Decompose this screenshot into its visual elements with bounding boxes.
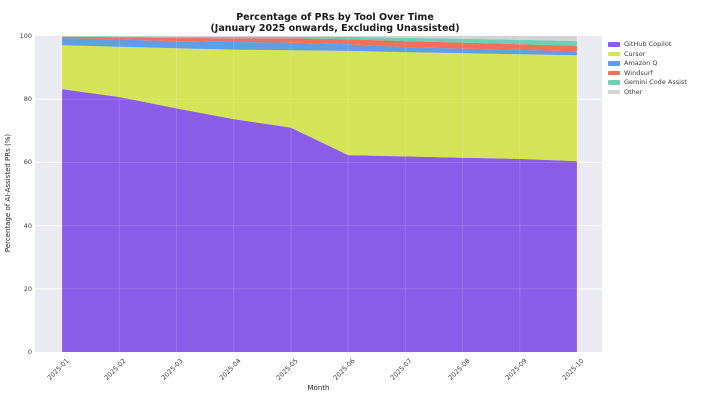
y-axis-label: Percentage of AI-Assisted PRs (%) xyxy=(4,133,12,253)
x-tick-label: 2025-01 xyxy=(45,357,71,382)
y-tick-label: 0 xyxy=(27,348,32,356)
x-tick-label: 2025-05 xyxy=(274,357,300,382)
legend-swatch-icon xyxy=(608,61,620,66)
area-series-0 xyxy=(62,89,577,352)
area-series-1 xyxy=(62,45,577,162)
legend-item: Other xyxy=(608,87,687,96)
x-tick-label: 2025-02 xyxy=(103,357,128,382)
plot-area xyxy=(35,36,602,352)
legend-item: Amazon Q xyxy=(608,60,687,67)
legend-item: Cursor xyxy=(608,49,687,58)
area-series-2 xyxy=(62,37,577,56)
legend-swatch-icon xyxy=(608,80,620,85)
legend-swatch-icon xyxy=(608,42,620,47)
x-tick-label: 2025-04 xyxy=(217,357,243,382)
x-axis-label: Month xyxy=(307,384,330,392)
legend-item: GitHub Copilot xyxy=(608,41,687,48)
chart-title-line1: Percentage of PRs by Tool Over Time xyxy=(236,12,434,23)
stacked-area-chart xyxy=(35,36,602,352)
chart-title-line2: (January 2025 onwards, Excluding Unassis… xyxy=(210,23,460,34)
legend-label: Amazon Q xyxy=(624,59,658,67)
legend-label: Windsurf xyxy=(624,68,653,77)
legend-item: Windsurf xyxy=(608,68,687,77)
legend-label: Cursor xyxy=(624,49,646,58)
area-series-3 xyxy=(62,36,577,52)
legend-label: Gemini Code Assist xyxy=(624,78,687,86)
y-tick-label: 20 xyxy=(23,284,32,293)
area-series-5 xyxy=(62,36,577,42)
y-tick-label: 40 xyxy=(23,221,32,230)
chart-title: Percentage of PRs by Tool Over Time (Jan… xyxy=(35,12,635,34)
legend-swatch-icon xyxy=(608,70,620,76)
legend-item: Gemini Code Assist xyxy=(608,79,687,86)
legend-swatch-icon xyxy=(608,51,620,57)
x-tick-label: 2025-03 xyxy=(160,357,186,382)
area-series-4 xyxy=(62,36,577,46)
y-tick-label: 100 xyxy=(19,32,32,40)
x-tick-label: 2025-08 xyxy=(446,357,472,382)
y-tick-label: 60 xyxy=(23,158,32,167)
legend: GitHub Copilot Cursor Amazon Q Windsurf Gemi… xyxy=(608,41,687,96)
legend-label: Other xyxy=(624,87,643,96)
x-tick-label: 2025-10 xyxy=(560,357,586,382)
gridlines-over xyxy=(35,36,602,352)
x-tick-label: 2025-06 xyxy=(331,357,357,382)
x-tick-label: 2025-07 xyxy=(389,357,414,382)
legend-swatch-icon xyxy=(608,89,620,95)
legend-label: GitHub Copilot xyxy=(624,40,672,48)
x-tick-label: 2025-09 xyxy=(503,357,529,382)
y-tick-label: 80 xyxy=(23,95,32,104)
